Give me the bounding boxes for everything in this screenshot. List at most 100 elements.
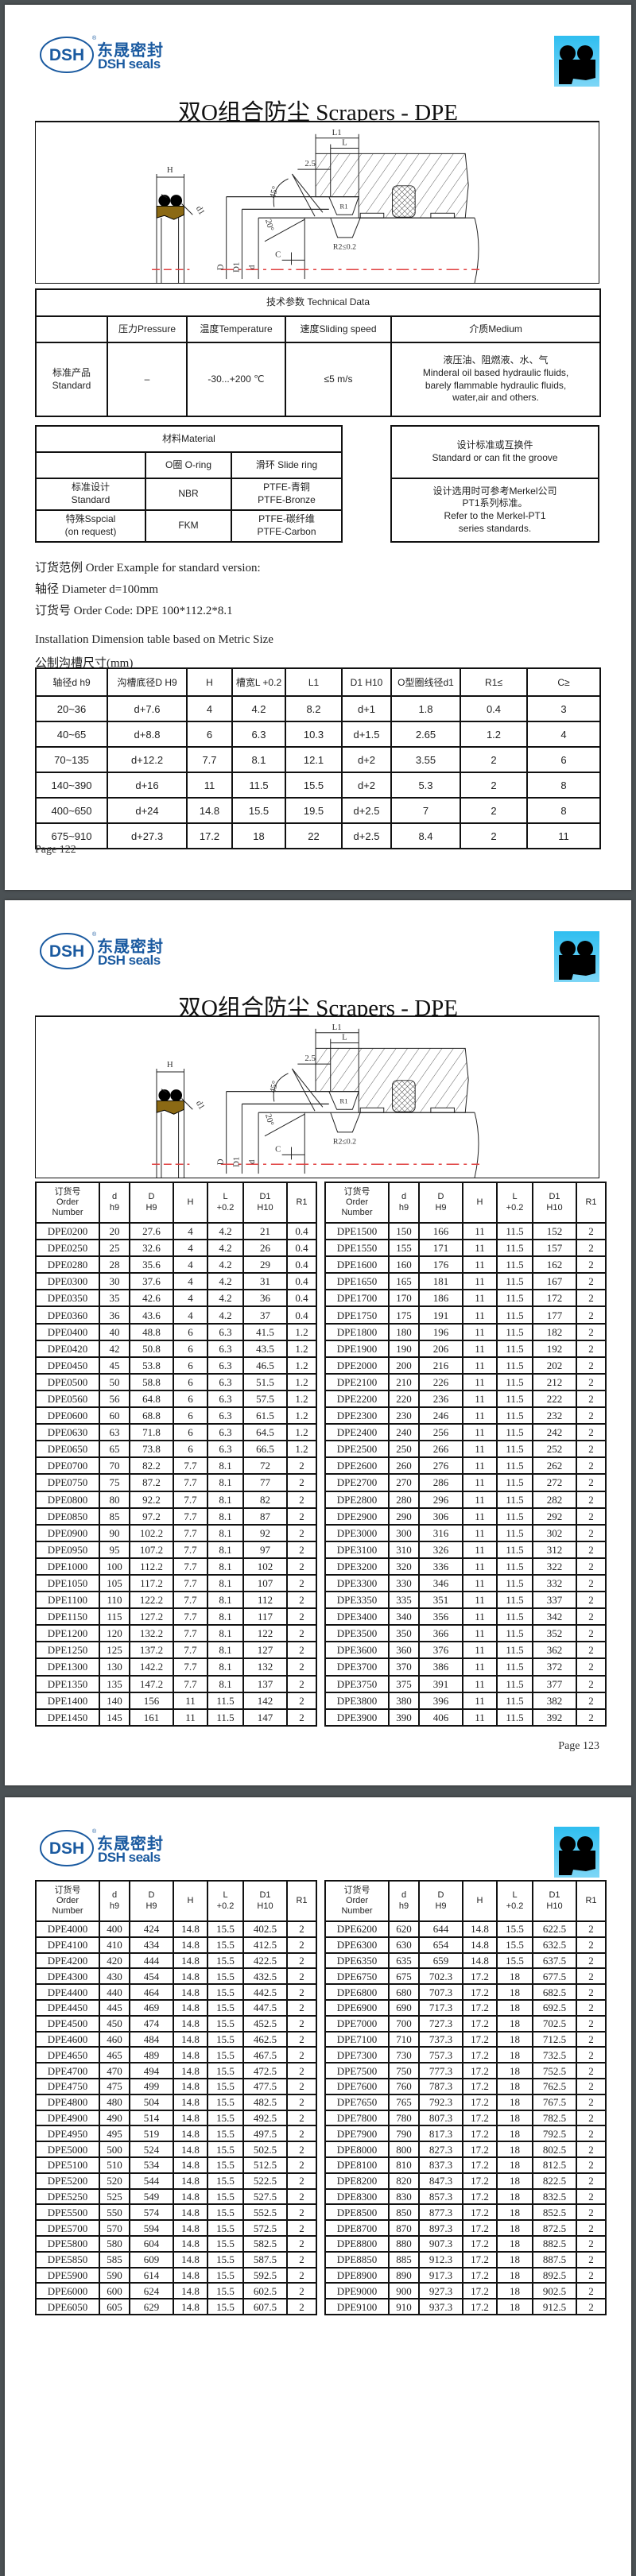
table-cell: 534: [129, 2156, 174, 2174]
table-cell: 362: [532, 1641, 577, 1660]
table-cell: 25: [99, 1239, 130, 1258]
table-cell: 877.3: [418, 2203, 463, 2222]
table-cell: 8: [526, 772, 601, 799]
column-header: D1 H10: [532, 1880, 577, 1922]
order-number-cell: DPE5200: [35, 2172, 100, 2190]
table-row: DPE0500 50 58.8 6 6.3 51.5 1.2: [35, 1372, 317, 1391]
table-cell: 31: [242, 1272, 288, 1291]
table-cell: 376: [418, 1641, 463, 1660]
table-cell: 7.7: [173, 1641, 208, 1660]
table-cell: 11.5: [496, 1674, 533, 1693]
table-cell: 66.5: [242, 1440, 288, 1459]
table-cell: 3: [526, 695, 601, 722]
table-cell: 675: [388, 1967, 420, 1986]
table-cell: 750: [388, 2062, 420, 2079]
order-number-cell: DPE0650: [35, 1440, 100, 1459]
table-row: DPE0360 36 43.6 4 4.2 37 0.4: [35, 1305, 317, 1325]
table-cell: 155: [388, 1239, 420, 1258]
o-ring-icon: [158, 195, 171, 207]
table-row: DPE8900 890 917.3 17.2 18 892.5 2: [324, 2266, 607, 2284]
table-cell: 11: [462, 1540, 498, 1559]
order-number-cell: DPE1700: [324, 1289, 390, 1308]
table-cell: 432.5: [242, 1967, 288, 1986]
material-table: 材料Material O圈 O-ring 滑环 Slide ring 标准设计 …: [35, 425, 343, 543]
table-cell: 2: [576, 1389, 607, 1409]
order-number-cell: DPE2100: [324, 1372, 390, 1391]
order-number-cell: DPE7900: [324, 2125, 390, 2143]
order-number-cell: DPE0800: [35, 1490, 100, 1509]
table-cell: 6.3: [207, 1406, 244, 1425]
order-number-cell: DPE0700: [35, 1456, 100, 1476]
table-cell: 492.5: [242, 2109, 288, 2127]
order-number-cell: DPE4450: [35, 1998, 100, 2017]
table-cell: 222: [532, 1389, 577, 1409]
table-cell: 11: [462, 1674, 498, 1693]
table-cell: 790: [388, 2125, 420, 2143]
table-cell: 11.5: [496, 1389, 533, 1409]
header-speed: 速度Sliding speed: [285, 315, 392, 343]
table-cell: 857.3: [418, 2187, 463, 2206]
table-cell: 2: [576, 1557, 607, 1576]
order-number-cell: DPE0200: [35, 1221, 100, 1241]
table-cell: 2: [286, 2219, 317, 2237]
table-cell: 11: [526, 822, 601, 849]
table-cell: 467.5: [242, 2046, 288, 2064]
order-number-cell: DPE8300: [324, 2187, 390, 2206]
table-cell: 2: [576, 1440, 607, 1459]
table-cell: 36: [99, 1305, 130, 1325]
table-cell: 17.2: [462, 2203, 498, 2222]
table-cell: 117: [242, 1607, 288, 1626]
table-cell: 14.8: [173, 2250, 208, 2269]
order-number-cell: DPE8500: [324, 2203, 390, 2222]
table-cell: 464: [129, 1983, 174, 2001]
table-cell: 337: [532, 1591, 577, 1610]
table-cell: 14.8: [462, 1936, 498, 1954]
table-cell: 14.8: [186, 797, 233, 824]
order-number-cell: DPE6300: [324, 1936, 390, 1954]
table-cell: d+16: [107, 772, 188, 799]
table-cell: 11: [462, 1339, 498, 1358]
table-cell: 82.2: [129, 1456, 174, 1476]
table-cell: 296: [418, 1490, 463, 1509]
column-header: 订货号 Order Number: [35, 1182, 100, 1224]
column-header: R1: [286, 1880, 317, 1922]
order-number-cell: DPE2300: [324, 1406, 390, 1425]
table-cell: 937.3: [418, 2298, 463, 2315]
table-cell: 18: [231, 822, 286, 849]
table-cell: 256: [418, 1423, 463, 1442]
table-cell: 469: [129, 1998, 174, 2017]
table-cell: 2: [576, 2266, 607, 2284]
table-cell: 6: [173, 1389, 208, 1409]
table-cell: 912.5: [532, 2298, 577, 2315]
table-cell: 7: [390, 797, 461, 824]
table-cell: 4.2: [207, 1221, 244, 1241]
table-cell: 14.8: [173, 2234, 208, 2253]
table-cell: 302: [532, 1523, 577, 1542]
table-cell: 11.5: [496, 1607, 533, 1626]
table-cell: 2: [576, 1657, 607, 1677]
table-row: DPE3000 300 316 11 11.5 302 2: [324, 1523, 607, 1542]
table-cell: 2: [286, 1936, 317, 1954]
table-cell: 382: [532, 1691, 577, 1710]
table-cell: 910: [388, 2298, 420, 2315]
table-cell: 2: [286, 2266, 317, 2284]
double-o-ring-scraper-icon: [559, 1836, 595, 1875]
order-table-right: 订货号 Order Number d h9 D H9 H L +0.2 D1 H10 R1 D…: [324, 1182, 607, 1727]
order-number-cell: DPE3300: [324, 1573, 390, 1593]
table-cell: 477.5: [242, 2077, 288, 2095]
material-row-label: 标准设计 Standard: [35, 478, 146, 511]
table-cell: 580: [99, 2234, 130, 2253]
table-cell: 14.8: [173, 2014, 208, 2033]
table-row: DPE0450 45 53.8 6 6.3 46.5 1.2: [35, 1356, 317, 1375]
table-cell: 15.5: [496, 1936, 533, 1954]
diagram-label-d1: d1: [194, 204, 207, 216]
table-cell: 26: [242, 1239, 288, 1258]
table-cell: 17.2: [462, 1998, 498, 2017]
table-cell: 28: [99, 1255, 130, 1274]
table-cell: 2: [286, 1523, 317, 1542]
diagram-label-angle-45: 45°: [268, 185, 281, 199]
table-cell: 11: [462, 1389, 498, 1409]
table-cell: 14.8: [173, 2109, 208, 2127]
standard-box-body: 设计选用时可参考Merkel公司 PT1系列标准。 Refer to the M…: [390, 478, 599, 543]
table-cell: 196: [418, 1322, 463, 1341]
